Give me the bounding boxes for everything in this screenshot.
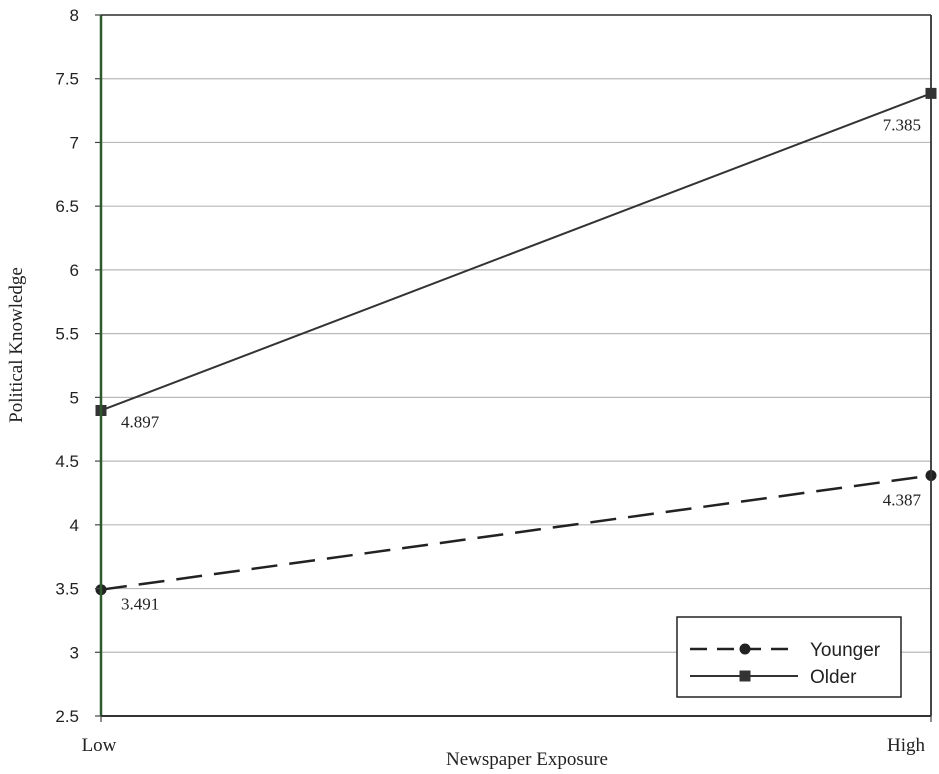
grid-lines	[101, 14, 931, 653]
legend-younger-label: Younger	[810, 640, 881, 661]
y-tick-label: 3.5	[55, 580, 79, 599]
legend-older-label: Older	[810, 667, 857, 688]
y-tick-labels: 2.5 3 3.5 4 4.5 5 5.5 6 6.5 7 7.5 8	[55, 6, 79, 726]
y-tick-label: 5.5	[55, 325, 79, 344]
y-tick-label: 7	[70, 133, 79, 152]
x-tick-labels: Low High	[82, 735, 926, 756]
y-tick-label: 8	[70, 6, 79, 25]
y-tick-label: 4	[70, 516, 79, 535]
axes	[95, 14, 932, 722]
legend: Younger Older	[676, 616, 902, 698]
data-label-younger: 4.387	[883, 490, 922, 509]
legend-box	[676, 616, 902, 698]
y-tick-label: 5	[70, 388, 79, 407]
y-tick-label: 6.5	[55, 197, 79, 216]
x-tick-label: High	[887, 735, 926, 756]
y-tick-label: 4.5	[55, 452, 79, 471]
legend-younger-marker	[739, 643, 751, 655]
y-tick-label: 2.5	[55, 707, 79, 726]
y-tick-label: 3	[70, 643, 79, 662]
data-labels: 3.491 4.387 4.897 7.385	[121, 115, 922, 613]
y-tick-label: 6	[70, 261, 79, 280]
x-tick-label: Low	[82, 735, 117, 756]
data-label-older: 7.385	[883, 115, 921, 134]
data-label-younger: 3.491	[121, 595, 159, 614]
series-line-older	[100, 92, 932, 412]
series-lines	[95, 87, 937, 596]
data-label-older: 4.897	[121, 412, 160, 431]
series-line-younger	[100, 474, 932, 591]
legend-older-marker	[739, 670, 751, 682]
y-tick-label: 7.5	[55, 70, 79, 89]
x-axis-title: Newspaper Exposure	[446, 749, 608, 770]
y-axis-title: Political Knowledge	[6, 267, 27, 423]
